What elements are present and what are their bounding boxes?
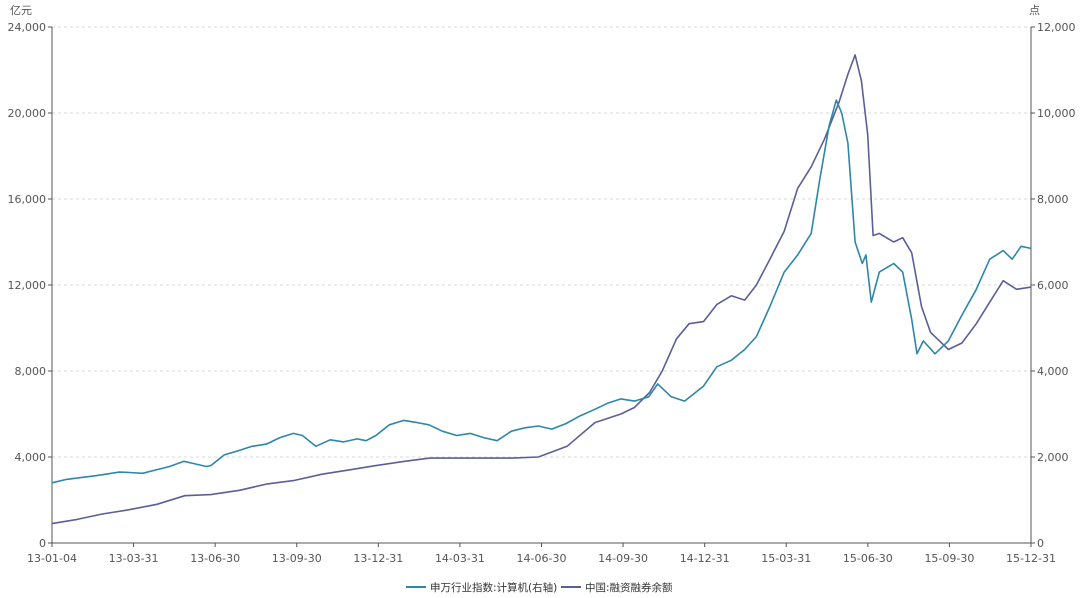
right-tick-label: 6,000 [1037, 279, 1069, 292]
x-tick-label: 13-06-30 [190, 552, 240, 565]
ticks: 0 0 4,000 2,000 8,000 4,000 12,000 6,000 16,000 8… [8, 21, 1076, 565]
x-tick-label: 14-09-30 [598, 552, 648, 565]
right-tick-label: 8,000 [1037, 193, 1069, 206]
x-tick-label: 13-12-31 [353, 552, 403, 565]
x-tick-label: 13-01-04 [27, 552, 77, 565]
x-tick-label: 15-03-31 [761, 552, 811, 565]
x-tick-label: 15-06-30 [843, 552, 893, 565]
x-tick-label: 13-09-30 [272, 552, 322, 565]
right-tick-label: 2,000 [1037, 451, 1069, 464]
series [51, 54, 1032, 525]
left-tick-label: 4,000 [15, 451, 47, 464]
right-tick-label: 10,000 [1037, 107, 1076, 120]
left-axis-unit: 亿元 [10, 4, 32, 17]
x-tick-label: 14-03-31 [435, 552, 485, 565]
right-tick-label: 0 [1037, 537, 1044, 550]
left-tick-label: 12,000 [8, 279, 47, 292]
right-axis-unit: 点 [1029, 4, 1040, 17]
x-tick-label: 14-06-30 [517, 552, 567, 565]
left-tick-label: 20,000 [8, 107, 47, 120]
axes: 亿元 点 [10, 4, 1040, 544]
left-tick-label: 0 [39, 537, 46, 550]
legend-item-1: 中国:融资融券余额 [561, 581, 673, 594]
right-tick-label: 12,000 [1037, 21, 1076, 34]
series-line-1 [51, 54, 1032, 525]
x-tick-label: 14-12-31 [680, 552, 730, 565]
x-tick-label: 15-12-31 [1006, 552, 1056, 565]
legend-label-0: 申万行业指数:计算机(右轴) [430, 581, 557, 594]
x-tick-label: 13-03-31 [109, 552, 159, 565]
left-tick-label: 8,000 [15, 365, 47, 378]
grid [52, 26, 1031, 458]
legend-label-1: 中国:融资融券余额 [585, 581, 673, 594]
series-line-0 [51, 99, 1032, 484]
legend-item-0: 申万行业指数:计算机(右轴) [406, 581, 557, 594]
left-tick-label: 24,000 [8, 21, 47, 34]
left-tick-label: 16,000 [8, 193, 47, 206]
right-tick-label: 4,000 [1037, 365, 1069, 378]
legend: 申万行业指数:计算机(右轴) 中国:融资融券余额 [406, 581, 673, 594]
x-tick-label: 15-09-30 [924, 552, 974, 565]
